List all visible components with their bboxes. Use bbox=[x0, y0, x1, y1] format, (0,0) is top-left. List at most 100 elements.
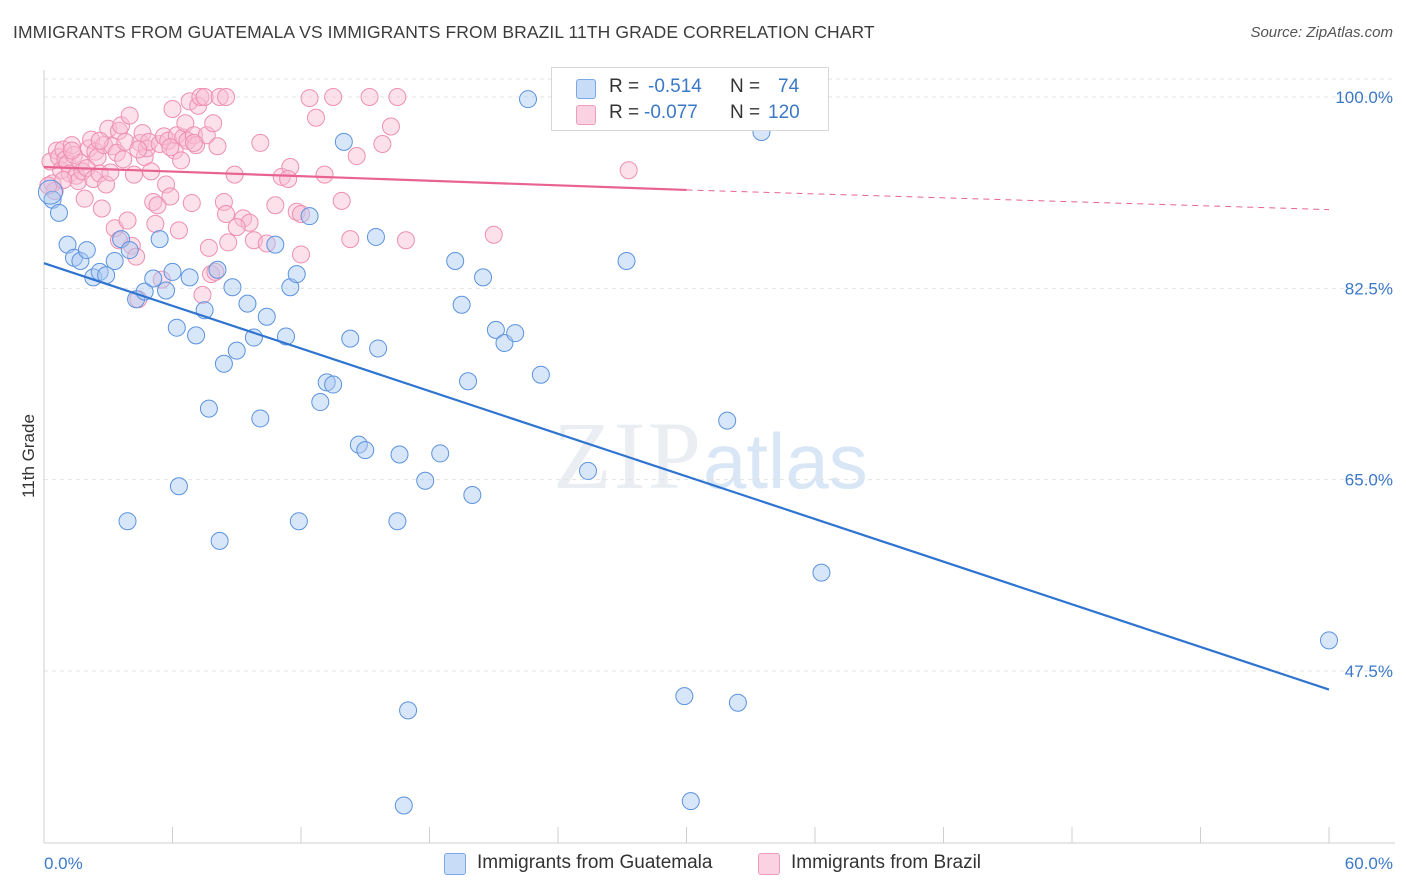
brazil-point bbox=[251, 133, 270, 152]
brazil-point bbox=[114, 150, 133, 169]
brazil-point bbox=[332, 191, 351, 210]
guatemala-point bbox=[519, 90, 538, 109]
guatemala-point bbox=[208, 260, 227, 279]
y-tick-label: 100.0% bbox=[1335, 88, 1393, 107]
guatemala-point bbox=[617, 252, 636, 270]
guatemala-point bbox=[324, 375, 343, 394]
brazil-point bbox=[300, 89, 319, 108]
guatemala-point bbox=[317, 373, 336, 392]
guatemala-point bbox=[266, 235, 285, 254]
guatemala-point bbox=[105, 252, 124, 270]
guatemala-point bbox=[311, 393, 330, 412]
legend-n-label: N = bbox=[730, 76, 761, 97]
guatemala-point bbox=[223, 278, 242, 297]
guatemala-point bbox=[37, 179, 63, 205]
brazil-point bbox=[227, 218, 246, 237]
grid-lines bbox=[44, 78, 1395, 672]
correlation-legend: R = -0.514 N = 74 R = -0.077 N = 120 bbox=[551, 67, 829, 131]
trend-lines bbox=[43, 165, 1330, 691]
guatemala-point bbox=[163, 262, 182, 281]
brazil-point bbox=[159, 131, 178, 150]
y-tick-label: 65.0% bbox=[1345, 471, 1393, 490]
guatemala-point bbox=[506, 324, 525, 343]
brazil-point bbox=[396, 231, 415, 250]
guatemala-point bbox=[390, 445, 409, 464]
guatemala-point bbox=[187, 326, 206, 345]
legend-swatch-brazil bbox=[576, 105, 596, 125]
guatemala-point bbox=[289, 512, 308, 531]
brazil-point bbox=[124, 165, 143, 184]
guatemala-point bbox=[169, 477, 188, 496]
guatemala-point bbox=[77, 241, 96, 260]
guatemala-point bbox=[58, 235, 77, 254]
legend-n-label: N = bbox=[730, 102, 761, 123]
guatemala-point bbox=[812, 563, 831, 582]
guatemala-point bbox=[144, 269, 163, 288]
guatemala-point bbox=[257, 307, 276, 326]
guatemala-point bbox=[459, 372, 478, 391]
brazil-point bbox=[619, 161, 638, 180]
guatemala-point bbox=[681, 792, 700, 811]
brazil-point bbox=[191, 88, 210, 106]
guatemala-point bbox=[366, 227, 385, 246]
guatemala-point bbox=[388, 512, 407, 531]
brazil-point bbox=[75, 189, 94, 208]
brazil-point bbox=[90, 131, 109, 150]
guatemala-point bbox=[227, 341, 246, 360]
brazil-point bbox=[306, 108, 325, 127]
guatemala-trend-line bbox=[43, 262, 1330, 691]
brazil-point bbox=[373, 135, 392, 154]
brazil-point bbox=[69, 172, 88, 191]
bottom-legend-label-brazil: Immigrants from Brazil bbox=[791, 852, 982, 873]
guatemala-point bbox=[463, 485, 482, 504]
brazil-point bbox=[324, 88, 343, 106]
guatemala-point bbox=[300, 207, 319, 226]
brazil-point bbox=[163, 100, 182, 119]
guatemala-point bbox=[446, 252, 465, 270]
guatemala-point bbox=[675, 687, 694, 706]
brazil-trend-line-extension bbox=[686, 189, 1330, 211]
brazil-point bbox=[120, 106, 139, 125]
brazil-point bbox=[172, 151, 191, 170]
brazil-point bbox=[315, 165, 334, 184]
brazil-point bbox=[157, 175, 176, 194]
guatemala-point bbox=[394, 796, 413, 815]
zipatlas-watermark: ZIPatlas bbox=[553, 400, 868, 511]
guatemala-point bbox=[356, 441, 375, 460]
guatemala-point bbox=[238, 294, 257, 313]
guatemala-point bbox=[71, 252, 90, 270]
brazil-point bbox=[184, 133, 203, 152]
guatemala-point bbox=[118, 512, 137, 531]
source-credit: Source: ZipAtlas.com bbox=[1250, 24, 1393, 41]
brazil-point bbox=[292, 245, 310, 264]
axes bbox=[43, 70, 1395, 844]
guatemala-point bbox=[157, 281, 176, 300]
brazil-point bbox=[266, 196, 285, 215]
guatemala-point bbox=[578, 461, 597, 480]
bottom-legend-swatch-guatemala bbox=[444, 853, 466, 875]
guatemala-point bbox=[214, 354, 233, 373]
brazil-point bbox=[161, 187, 180, 206]
tick-labels: 100.0% 82.5% 65.0% 47.5% 0.0% 60.0% bbox=[44, 88, 1393, 873]
brazil-point bbox=[169, 221, 188, 240]
guatemala-point bbox=[287, 265, 306, 284]
guatemala-point bbox=[728, 693, 747, 712]
brazil-point bbox=[217, 88, 236, 106]
guatemala-point bbox=[199, 399, 218, 418]
brazil-point bbox=[204, 114, 223, 133]
legend-r-value: -0.077 bbox=[644, 102, 698, 123]
guatemala-point bbox=[277, 327, 296, 346]
guatemala-point bbox=[150, 230, 169, 249]
legend-n-value: 74 bbox=[778, 76, 800, 97]
brazil-point bbox=[193, 285, 212, 304]
guatemala-point bbox=[399, 701, 418, 720]
brazil-points bbox=[39, 88, 638, 309]
legend-r-label: R = bbox=[609, 102, 640, 123]
guatemala-point bbox=[416, 471, 435, 490]
x-tick-label: 60.0% bbox=[1345, 854, 1393, 873]
brazil-point bbox=[217, 204, 236, 223]
guatemala-point bbox=[341, 329, 360, 348]
x-tick-label: 0.0% bbox=[44, 854, 83, 873]
brazil-point bbox=[148, 196, 167, 215]
brazil-point bbox=[341, 230, 360, 249]
